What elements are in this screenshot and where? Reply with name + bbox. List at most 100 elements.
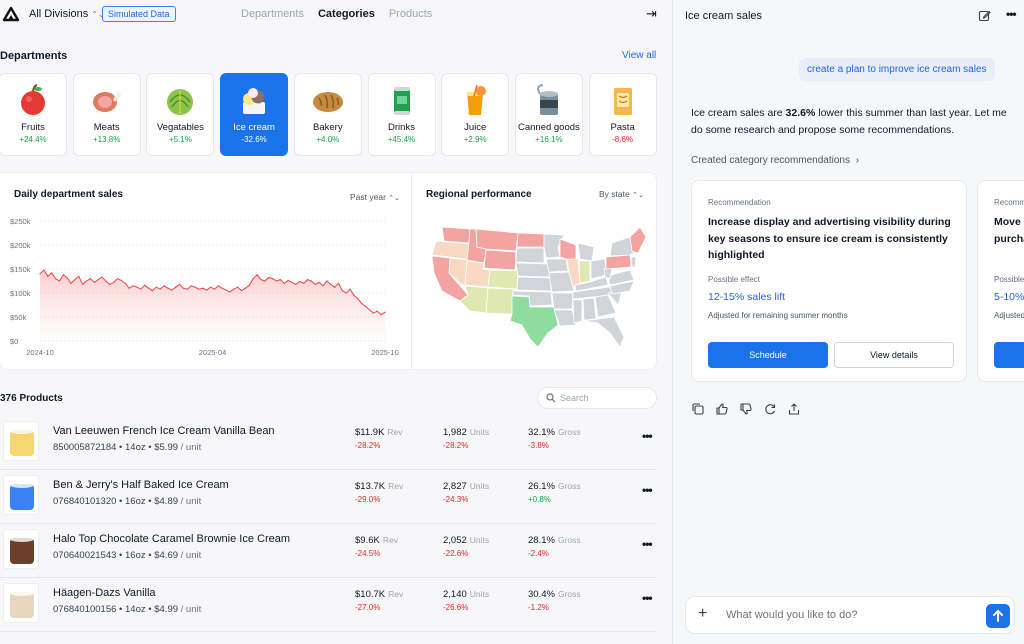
product-unit: / unit bbox=[180, 604, 202, 615]
state-missouri[interactable] bbox=[548, 271, 575, 293]
product-sku: 070640021543 bbox=[53, 550, 117, 561]
department-card-ice-cream[interactable]: Ice cream -32.6% bbox=[220, 73, 289, 156]
thumbs-down-icon[interactable] bbox=[739, 402, 753, 416]
state-nebraska[interactable] bbox=[515, 262, 551, 278]
more-options-icon[interactable]: ••• bbox=[1006, 7, 1017, 21]
product-name[interactable]: Halo Top Chocolate Caramel Brownie Ice C… bbox=[53, 533, 291, 545]
row-more-icon[interactable]: ••• bbox=[642, 429, 653, 443]
state-washington[interactable] bbox=[441, 226, 471, 244]
app-logo-icon[interactable] bbox=[2, 5, 20, 23]
sales-point bbox=[233, 288, 235, 290]
state-alabama[interactable] bbox=[582, 297, 597, 321]
product-search-input[interactable]: Search bbox=[537, 387, 657, 409]
row-more-icon[interactable]: ••• bbox=[642, 591, 653, 605]
group-select[interactable]: By state ⌃⌄ bbox=[599, 189, 644, 199]
state-louisiana[interactable] bbox=[553, 309, 577, 327]
us-states-map[interactable] bbox=[412, 173, 658, 371]
state-florida[interactable] bbox=[583, 316, 625, 348]
state-new-jersey[interactable] bbox=[630, 256, 637, 268]
state-georgia[interactable] bbox=[594, 294, 617, 318]
composer-input[interactable] bbox=[726, 609, 976, 621]
apple-icon bbox=[15, 82, 51, 118]
product-unit: / unit bbox=[180, 496, 202, 507]
share-icon[interactable] bbox=[787, 402, 801, 416]
department-card-drinks[interactable]: Drinks +45.4% bbox=[367, 73, 436, 156]
state-indiana[interactable] bbox=[578, 260, 591, 284]
row-more-icon[interactable]: ••• bbox=[642, 537, 653, 551]
state-montana[interactable] bbox=[475, 228, 519, 252]
sales-point bbox=[47, 275, 49, 277]
state-kentucky[interactable] bbox=[574, 276, 609, 292]
copy-icon[interactable] bbox=[691, 402, 705, 416]
view-all-link[interactable]: View all bbox=[622, 50, 657, 61]
recommendation-label: Recommendation bbox=[708, 198, 771, 207]
state-south-dakota[interactable] bbox=[515, 247, 545, 264]
add-attachment-button[interactable]: + bbox=[698, 605, 708, 622]
product-name[interactable]: Van Leeuwen French Ice Cream Vanilla Bea… bbox=[53, 425, 275, 437]
product-name[interactable]: Ben & Jerry's Half Baked Ice Cream bbox=[53, 479, 229, 491]
state-pennsylvania[interactable] bbox=[605, 254, 632, 270]
department-card-vegatables[interactable]: Vegatables +5.1% bbox=[146, 73, 215, 156]
tab-products[interactable]: Products bbox=[388, 8, 433, 20]
product-row[interactable]: Ben & Jerry's Half Baked Ice Cream 076840… bbox=[0, 470, 657, 524]
product-row[interactable]: Halo Top Chocolate Caramel Brownie Ice C… bbox=[0, 524, 657, 578]
department-card-pasta[interactable]: Pasta -8.6% bbox=[588, 73, 657, 156]
period-select[interactable]: Past year ⌃⌄ bbox=[350, 192, 400, 202]
reply-highlight: 32.6% bbox=[785, 107, 816, 119]
sales-point bbox=[163, 285, 165, 287]
units-change: -22.6% bbox=[443, 549, 469, 558]
state-new-york[interactable] bbox=[609, 236, 637, 257]
sales-point bbox=[353, 294, 355, 296]
sales-point bbox=[268, 277, 270, 279]
rev-label: Rev bbox=[388, 481, 404, 491]
state-new-mexico[interactable] bbox=[485, 287, 514, 315]
state-new-england[interactable] bbox=[629, 226, 647, 254]
division-select[interactable]: All Divisions ⌃⌄ bbox=[29, 8, 105, 20]
department-card-meats[interactable]: Meats +13.8% bbox=[72, 73, 141, 156]
tab-categories[interactable]: Categories bbox=[317, 8, 375, 20]
state-texas[interactable] bbox=[509, 295, 559, 348]
schedule-button[interactable]: Schedule bbox=[708, 342, 828, 368]
state-arkansas[interactable] bbox=[551, 292, 574, 310]
created-recommendations-link[interactable]: Created category recommendations › bbox=[691, 155, 859, 166]
product-rev-metric: $10.7K Rev -27.0% bbox=[355, 589, 403, 612]
recommendation-card: Recommendation Move display to front of s… bbox=[977, 180, 1024, 382]
department-card-juice[interactable]: Juice +2.9% bbox=[441, 73, 510, 156]
sales-point bbox=[384, 311, 386, 313]
row-more-icon[interactable]: ••• bbox=[642, 483, 653, 497]
sales-point bbox=[66, 277, 68, 279]
effect-label: Possible effect bbox=[708, 275, 760, 284]
state-colorado[interactable] bbox=[487, 269, 519, 290]
state-north-carolina[interactable] bbox=[609, 280, 635, 295]
department-card-fruits[interactable]: Fruits +24.4% bbox=[0, 73, 67, 156]
product-row[interactable]: Van Leeuwen French Ice Cream Vanilla Bea… bbox=[0, 416, 657, 470]
state-kansas[interactable] bbox=[516, 276, 552, 292]
edit-icon[interactable] bbox=[978, 9, 991, 22]
sales-point bbox=[182, 287, 185, 289]
regenerate-icon[interactable] bbox=[763, 402, 777, 416]
product-name[interactable]: Häagen-Dazs Vanilla bbox=[53, 587, 156, 599]
units-change: -24.3% bbox=[443, 495, 469, 504]
units-label: Units bbox=[469, 427, 490, 437]
department-card-canned-goods[interactable]: Canned goods +16.1% bbox=[514, 73, 583, 156]
state-virginia[interactable] bbox=[607, 269, 635, 286]
send-button[interactable] bbox=[986, 604, 1010, 628]
state-north-dakota[interactable] bbox=[516, 232, 545, 248]
sales-point bbox=[380, 314, 382, 316]
department-card-bakery[interactable]: Bakery +4.0% bbox=[293, 73, 362, 156]
tab-departments[interactable]: Departments bbox=[241, 8, 304, 20]
state-iowa[interactable] bbox=[545, 258, 569, 273]
thumbs-up-icon[interactable] bbox=[715, 402, 729, 416]
state-mississippi[interactable] bbox=[572, 299, 583, 324]
x-tick-label: 2025-10 bbox=[371, 348, 399, 357]
state-wyoming[interactable] bbox=[483, 249, 517, 271]
state-wisconsin[interactable] bbox=[559, 238, 577, 260]
reply-text: Ice cream sales are bbox=[691, 107, 786, 119]
sales-point bbox=[287, 279, 289, 282]
collapse-panel-icon[interactable]: ⇥ bbox=[646, 6, 657, 21]
product-row[interactable]: Häagen-Dazs Vanilla 076840100156 • 14oz •… bbox=[0, 578, 657, 632]
separator: • bbox=[116, 550, 126, 561]
view-details-button[interactable]: View details bbox=[834, 342, 954, 368]
schedule-button[interactable]: Schedule bbox=[994, 342, 1024, 368]
state-michigan[interactable] bbox=[577, 242, 595, 262]
